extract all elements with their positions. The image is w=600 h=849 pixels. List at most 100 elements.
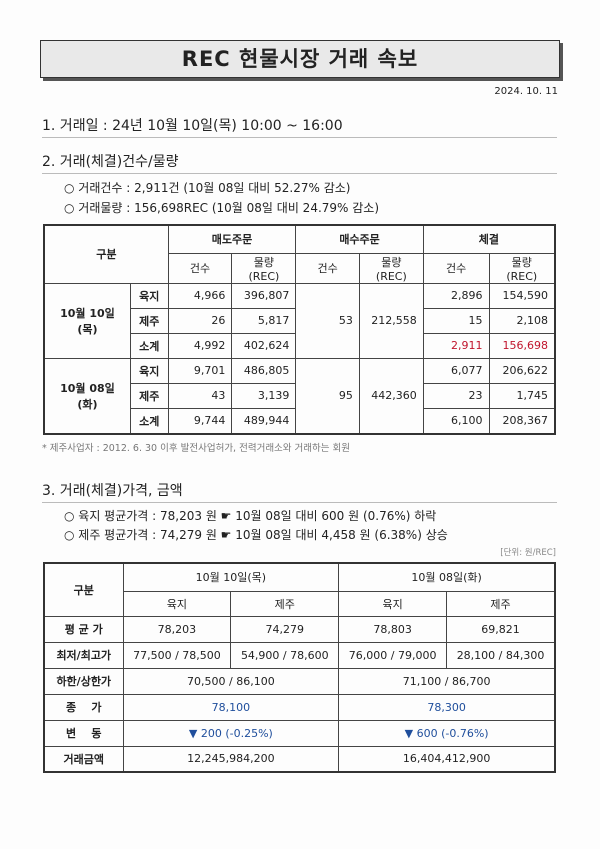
header-date-1: 10월 10일(목) (122, 562, 340, 592)
sell-volume: 396,807 (231, 282, 297, 309)
section-2-heading: 2. 거래(체결)건수/물량 (42, 151, 557, 174)
bullet-land-price: ○ 육지 평균가격 : 78,203 원 ☛ 10월 08일 대비 600 원 … (64, 509, 437, 523)
sell-count: 4,992 (167, 332, 233, 359)
bullet-trade-volume: ○ 거래물량 : 156,698REC (10월 08일 대비 24.79% 감… (64, 201, 380, 215)
row-label: 거래금액 (43, 745, 124, 773)
table-row: 제주 26 5,817 15 2,108 (44, 307, 556, 334)
deal-count: 23 (422, 382, 490, 409)
table-row-close: 종 가 78,100 78,300 (43, 693, 556, 721)
row-label: 평 균 가 (43, 615, 124, 643)
sell-count: 26 (167, 307, 233, 334)
header-land: 육지 (122, 590, 232, 617)
row-type: 제주 (129, 307, 169, 334)
deal-count: 6,077 (422, 357, 490, 384)
row-label: 최저/최고가 (43, 641, 124, 669)
table-row-avg: 평 균 가 78,203 74,279 78,803 69,821 (43, 615, 556, 643)
deal-volume: 206,622 (488, 357, 556, 384)
header-sell: 매도주문 (167, 224, 297, 254)
header-count: 건수 (295, 252, 360, 284)
minmax-value: 28,100 / 84,300 (446, 641, 556, 669)
table-row: 소계 9,744 489,944 6,100 208,367 (44, 407, 556, 434)
sell-count: 43 (167, 382, 233, 409)
header-date-2: 10월 08일(화) (338, 562, 556, 592)
row-type: 육지 (129, 357, 169, 384)
sell-volume: 402,624 (231, 332, 297, 359)
avg-value: 78,203 (122, 615, 232, 643)
table-row: 10월 10일(목) 육지 4,966 396,807 53 212,558 2,896 15… (43, 282, 556, 359)
deal-volume: 1,745 (488, 382, 556, 409)
row-date: 10월 10일(목) (43, 282, 131, 359)
header-count: 건수 (167, 252, 233, 284)
minmax-value: 76,000 / 79,000 (338, 641, 448, 669)
header-land: 육지 (338, 590, 448, 617)
deal-volume: 156,698 (488, 332, 556, 359)
footnote: * 제주사업자 : 2012. 6. 30 이후 발전사업허가, 전력거래소와 … (42, 443, 351, 454)
row-label: 하한/상한가 (43, 667, 124, 695)
row-type: 육지 (129, 282, 169, 309)
header-volume: 물량 (REC) (488, 252, 556, 284)
row-type: 소계 (129, 332, 169, 359)
deal-count: 15 (422, 307, 490, 334)
section-3-heading: 3. 거래(체결)가격, 금액 (42, 480, 557, 503)
header-volume: 물량 (REC) (231, 252, 297, 284)
header-buy: 매수주문 (295, 224, 424, 254)
change-value: ▼ 200 (-0.25%) (122, 719, 340, 747)
avg-value: 78,803 (338, 615, 448, 643)
row-type: 제주 (129, 382, 169, 409)
row-label: 변 동 (43, 719, 124, 747)
row-type: 소계 (129, 407, 169, 434)
sell-volume: 486,805 (231, 357, 297, 384)
table-row-amount: 거래금액 12,245,984,200 16,404,412,900 (43, 745, 556, 773)
section-1-heading: 1. 거래일 : 24년 10월 10일(목) 10:00 ~ 16:00 (42, 115, 557, 138)
table-row: 소계 4,992 402,624 2,911 156,698 (44, 332, 556, 359)
buy-count: 53 (295, 282, 360, 359)
avg-value: 69,821 (446, 615, 556, 643)
sell-count: 9,744 (167, 407, 233, 434)
table-row-change: 변 동 ▼ 200 (-0.25%) ▼ 600 (-0.76%) (43, 719, 556, 747)
amount-value: 12,245,984,200 (122, 745, 340, 773)
sell-count: 4,966 (167, 282, 233, 309)
deal-count: 2,896 (422, 282, 490, 309)
bullet-trade-count: ○ 거래건수 : 2,911건 (10월 08일 대비 52.27% 감소) (64, 181, 351, 195)
deal-volume: 2,108 (488, 307, 556, 334)
limit-value: 70,500 / 86,100 (122, 667, 340, 695)
table-row: 제주 43 3,139 23 1,745 (44, 382, 556, 409)
amount-value: 16,404,412,900 (338, 745, 556, 773)
report-date: 2024. 10. 11 (494, 86, 558, 97)
header-jeju: 제주 (446, 590, 556, 617)
row-date: 10월 08일(화) (43, 357, 131, 434)
header-volume: 물량 (REC) (358, 252, 424, 284)
header-count: 건수 (422, 252, 490, 284)
avg-value: 74,279 (230, 615, 340, 643)
table-row: 10월 08일(화) 육지 9,701 486,805 95 442,360 6,077 20… (43, 357, 556, 434)
minmax-value: 77,500 / 78,500 (122, 641, 232, 669)
header-deal: 체결 (422, 224, 556, 254)
sell-count: 9,701 (167, 357, 233, 384)
deal-volume: 208,367 (488, 407, 556, 434)
sell-volume: 3,139 (231, 382, 297, 409)
buy-volume: 212,558 (358, 282, 424, 359)
deal-count: 6,100 (422, 407, 490, 434)
unit-label: [단위: 원/REC] (500, 548, 556, 558)
header-jeju: 제주 (230, 590, 340, 617)
sell-volume: 489,944 (231, 407, 297, 434)
deal-count: 2,911 (422, 332, 490, 359)
limit-value: 71,100 / 86,700 (338, 667, 556, 695)
volume-table: 구분 매도주문 매수주문 체결 건수 물량 (REC) 건수 물량 (REC) … (43, 224, 556, 435)
table-row-minmax: 최저/최고가 77,500 / 78,500 54,900 / 78,600 76,0… (43, 641, 556, 669)
minmax-value: 54,900 / 78,600 (230, 641, 340, 669)
close-value: 78,100 (122, 693, 340, 721)
price-table: 구분 10월 10일(목) 10월 08일(화) 육지 제주 육지 제주 평 균… (43, 562, 556, 773)
document-title: REC 현물시장 거래 속보 (40, 40, 560, 78)
buy-volume: 442,360 (358, 357, 424, 434)
header-gubun: 구분 (43, 562, 124, 617)
buy-count: 95 (295, 357, 360, 434)
deal-volume: 154,590 (488, 282, 556, 309)
change-value: ▼ 600 (-0.76%) (338, 719, 556, 747)
close-value: 78,300 (338, 693, 556, 721)
bullet-jeju-price: ○ 제주 평균가격 : 74,279 원 ☛ 10월 08일 대비 4,458 … (64, 528, 448, 542)
sell-volume: 5,817 (231, 307, 297, 334)
header-gubun: 구분 (43, 224, 169, 284)
table-row-limit: 하한/상한가 70,500 / 86,100 71,100 / 86,700 (43, 667, 556, 695)
